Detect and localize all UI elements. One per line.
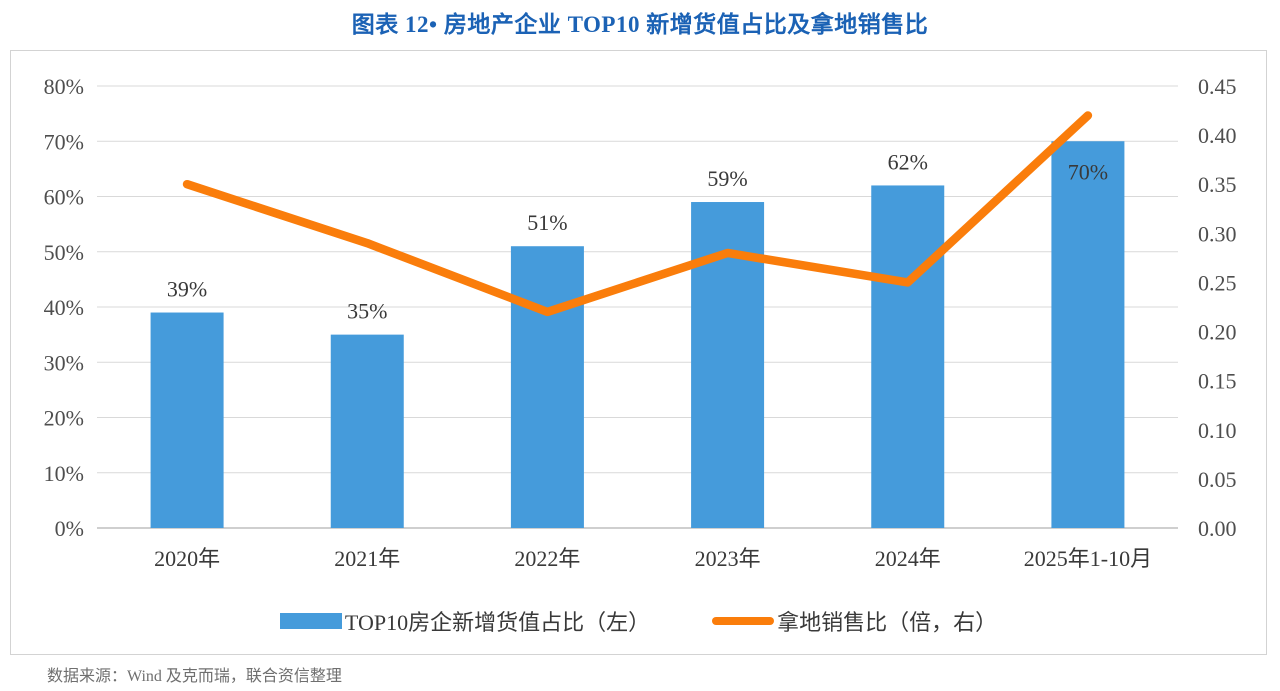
x-axis-label: 2025年1-10月 bbox=[1024, 546, 1152, 571]
right-axis-tick-label: 0.25 bbox=[1198, 270, 1237, 295]
bar-2021年 bbox=[330, 334, 404, 528]
x-axis-label: 2024年 bbox=[875, 546, 941, 571]
bar-value-label: 70% bbox=[1068, 159, 1108, 184]
bar-2025年1-10月 bbox=[1051, 141, 1125, 528]
chart-frame: 0% 10% 20% 30% 40% 50% 60% 70% 80% 0.00 0.05 0.10 0.… bbox=[10, 50, 1267, 655]
left-axis-tick-label: 20% bbox=[44, 406, 84, 431]
right-axis-tick-label: 0.40 bbox=[1198, 123, 1237, 148]
chart-title: 图表 12• 房地产企业 TOP10 新增货值占比及拿地销售比 bbox=[351, 12, 929, 37]
left-axis-tick-label: 50% bbox=[44, 240, 84, 265]
bar-2024年 bbox=[871, 185, 945, 528]
right-axis-tick-label: 0.10 bbox=[1198, 418, 1237, 443]
left-axis-tick-label: 60% bbox=[44, 185, 84, 210]
x-axis-label: 2023年 bbox=[695, 546, 761, 571]
legend-label-line-series: 拿地销售比（倍，右） bbox=[777, 610, 998, 635]
line-series-swatch-icon bbox=[712, 617, 775, 625]
bar-value-label: 39% bbox=[167, 277, 207, 302]
right-axis-tick-label: 0.00 bbox=[1198, 516, 1237, 541]
plot-area: 0% 10% 20% 30% 40% 50% 60% 70% 80% 0.00 0.05 0.10 0.… bbox=[44, 74, 1237, 571]
bar-2022年 bbox=[510, 246, 584, 528]
bar-series-swatch-icon bbox=[279, 613, 342, 629]
right-axis-tick-label: 0.05 bbox=[1198, 467, 1237, 492]
left-axis-tick-label: 80% bbox=[44, 74, 84, 99]
x-axis-label: 2020年 bbox=[154, 546, 220, 571]
right-axis-tick-label: 0.45 bbox=[1198, 74, 1237, 99]
bar-value-label: 59% bbox=[707, 166, 747, 191]
left-axis-tick-label: 10% bbox=[44, 461, 84, 486]
line-series bbox=[182, 111, 1093, 317]
right-axis-tick-label: 0.15 bbox=[1198, 369, 1237, 394]
left-axis-tick-label: 40% bbox=[44, 295, 84, 320]
bar-value-label: 51% bbox=[527, 210, 567, 235]
legend-item-bar-series: TOP10房企新增货值占比（左） bbox=[279, 605, 651, 637]
x-axis-label: 2021年 bbox=[334, 546, 400, 571]
right-axis-tick-label: 0.30 bbox=[1198, 221, 1237, 246]
legend-label-bar-series: TOP10房企新增货值占比（左） bbox=[344, 610, 651, 635]
right-axis-tick-label: 0.35 bbox=[1198, 172, 1237, 197]
right-axis-tick-label: 0.20 bbox=[1198, 320, 1237, 345]
source-note: 数据来源：Wind 及克而瑞，联合资信整理 bbox=[47, 668, 342, 685]
left-axis-tick-label: 0% bbox=[55, 516, 84, 541]
bar-value-label: 35% bbox=[347, 299, 387, 324]
legend-item-line-series: 拿地销售比（倍，右） bbox=[712, 605, 997, 637]
bar-2020年 bbox=[150, 312, 224, 528]
x-axis-label: 2022年 bbox=[514, 546, 580, 571]
legend: TOP10房企新增货值占比（左） 拿地销售比（倍，右） bbox=[11, 605, 1266, 637]
bar-value-label: 62% bbox=[888, 149, 928, 174]
left-axis-tick-label: 70% bbox=[44, 129, 84, 154]
left-axis-tick-label: 30% bbox=[44, 350, 84, 375]
